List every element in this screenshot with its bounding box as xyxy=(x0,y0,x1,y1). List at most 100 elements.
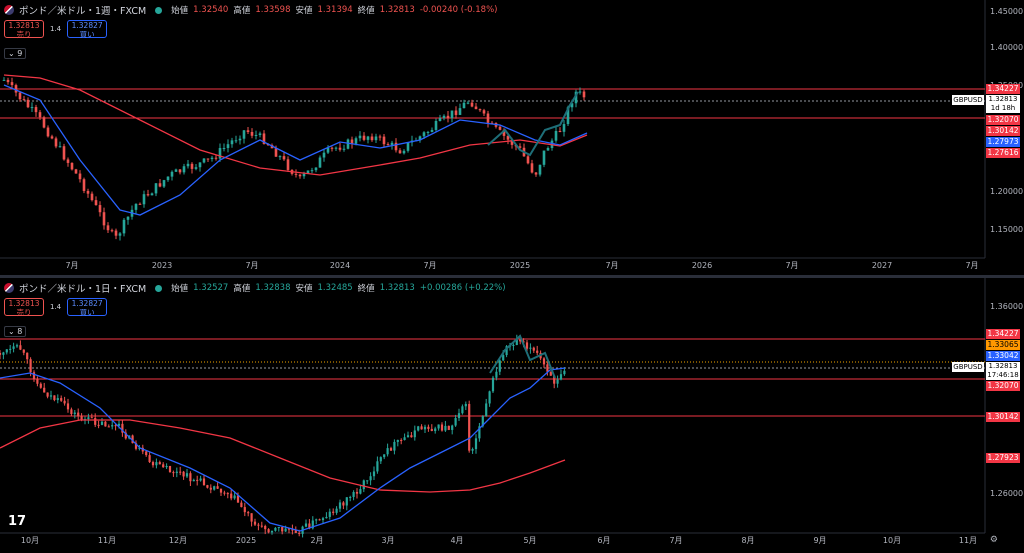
candle-body xyxy=(547,148,550,151)
sell-button[interactable]: 1.32813売り xyxy=(4,298,44,316)
candle-body xyxy=(59,146,62,147)
candle-body xyxy=(346,497,348,505)
low-value: 1.32485 xyxy=(318,283,353,293)
ma-fast-tag: 1.27973 xyxy=(986,137,1020,147)
indicators-collapse-button[interactable]: ⌄ 8 xyxy=(4,326,26,337)
candle-body xyxy=(179,472,181,473)
current-price: 1.32813 xyxy=(986,95,1020,104)
close-value: 1.32813 xyxy=(380,283,415,293)
candle-body xyxy=(19,93,22,100)
candle-body xyxy=(7,80,10,82)
spread-value: 1.4 xyxy=(50,303,61,311)
close-value: 1.32813 xyxy=(380,5,415,15)
weekly-symbol-title[interactable]: ポンド／米ドル・1週・FXCM xyxy=(19,3,146,17)
time-axis-label: 9月 xyxy=(813,536,826,545)
candle-body xyxy=(143,194,146,204)
candle-body xyxy=(103,212,106,225)
candle-body xyxy=(329,512,331,517)
candle-body xyxy=(159,462,161,464)
candle-body xyxy=(23,99,26,100)
weekly-chart-pane[interactable]: 7月20237月20247月20257月20267月20277月1.450001… xyxy=(0,0,1024,275)
candle-body xyxy=(539,165,542,175)
candle-body xyxy=(261,526,263,527)
candle-body xyxy=(458,413,460,418)
market-open-icon xyxy=(155,7,162,14)
candle-body xyxy=(220,489,222,493)
low-label: 安値 xyxy=(296,282,313,294)
candle-body xyxy=(303,174,306,177)
sell-button[interactable]: 1.32813売り xyxy=(4,20,44,38)
price-axis-label: 1.36000 xyxy=(990,302,1023,311)
settings-gear-icon[interactable]: ⚙ xyxy=(990,535,998,545)
candle-body xyxy=(359,136,362,139)
candle-body xyxy=(99,205,102,212)
ma-fast-tag: 1.33042 xyxy=(986,351,1020,361)
candle-body xyxy=(421,426,423,429)
candle-body xyxy=(431,130,434,132)
candle-body xyxy=(127,217,130,220)
candle-body xyxy=(2,352,4,354)
price-axis-label: 1.45000 xyxy=(990,7,1023,16)
candle-body xyxy=(475,438,477,449)
candle-body xyxy=(215,158,218,159)
candle-body xyxy=(217,486,219,489)
candle-body xyxy=(487,114,490,123)
daily-chart-pane[interactable]: 10月11月12月20252月3月4月5月6月7月8月9月10月11月1.360… xyxy=(0,278,1024,553)
daily-symbol-title[interactable]: ポンド／米ドル・1日・FXCM xyxy=(19,281,146,295)
time-axis-label: 2月 xyxy=(310,536,323,545)
tradingview-logo[interactable]: 17 xyxy=(8,514,26,529)
candle-body xyxy=(91,417,93,418)
candle-body xyxy=(237,496,239,503)
candle-body xyxy=(563,124,566,132)
time-axis-label: 10月 xyxy=(883,536,901,545)
candle-body xyxy=(176,472,178,473)
candle-body xyxy=(155,462,157,465)
candle-body xyxy=(107,225,110,230)
candle-body xyxy=(227,144,230,148)
candle-body xyxy=(543,358,545,364)
level-tag: 1.34227 xyxy=(986,84,1020,94)
indicators-collapse-button[interactable]: ⌄ 9 xyxy=(4,48,26,59)
candle-body xyxy=(526,342,528,348)
candle-body xyxy=(108,426,110,427)
candle-body xyxy=(193,480,195,481)
buy-button[interactable]: 1.32827買い xyxy=(67,20,107,38)
candle-body xyxy=(186,473,188,476)
buy-button[interactable]: 1.32827買い xyxy=(67,298,107,316)
buy-label: 買い xyxy=(68,309,106,318)
weekly-chart-canvas[interactable]: 7月20237月20247月20257月20267月20277月1.450001… xyxy=(0,0,1024,275)
time-axis-label: 2026 xyxy=(692,261,712,270)
time-axis-label: 2027 xyxy=(872,261,892,270)
candle-body xyxy=(376,461,378,471)
candle-body xyxy=(115,231,118,236)
time-axis-label: 7月 xyxy=(423,261,436,270)
candle-body xyxy=(434,428,436,431)
candle-body xyxy=(489,391,491,403)
candle-body xyxy=(155,183,158,193)
candle-body xyxy=(367,137,370,140)
candle-body xyxy=(123,220,126,234)
candle-body xyxy=(271,531,273,533)
candle-body xyxy=(455,111,458,115)
candle-body xyxy=(183,472,185,477)
candle-body xyxy=(356,492,358,494)
time-axis-label: 11月 xyxy=(98,536,116,545)
candle-body xyxy=(366,480,368,481)
candle-body xyxy=(247,512,249,513)
candle-body xyxy=(91,194,94,200)
level-tag: 1.34227 xyxy=(986,329,1020,339)
time-axis-label: 7月 xyxy=(965,261,978,270)
candle-body xyxy=(550,372,552,376)
candle-body xyxy=(36,379,38,383)
candle-body xyxy=(319,519,321,520)
candle-body xyxy=(15,85,18,92)
candle-body xyxy=(172,472,174,473)
daily-chart-canvas[interactable]: 10月11月12月20252月3月4月5月6月7月8月9月10月11月1.360… xyxy=(0,278,1024,553)
candle-body xyxy=(485,403,487,416)
candle-body xyxy=(191,164,194,169)
price-axis-label: 1.40000 xyxy=(990,43,1023,52)
time-axis-label: 10月 xyxy=(21,536,39,545)
candle-body xyxy=(424,427,426,430)
candle-body xyxy=(363,136,366,140)
candle-body xyxy=(502,355,504,360)
